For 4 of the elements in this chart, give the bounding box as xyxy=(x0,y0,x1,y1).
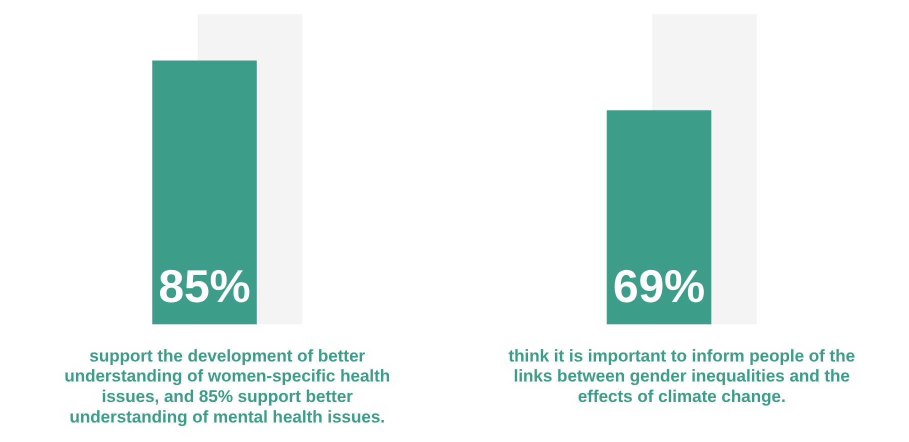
x-tick-label: think it is important to inform people of the links between gender inequalities and the effects of climate change. xyxy=(508,346,856,406)
data-label: 69% xyxy=(612,260,706,312)
data-label: 85% xyxy=(158,260,251,312)
x-tick-label: support the development of better understanding of women-specific health issues, and 85% support better understanding of mental health issues. xyxy=(64,346,390,426)
